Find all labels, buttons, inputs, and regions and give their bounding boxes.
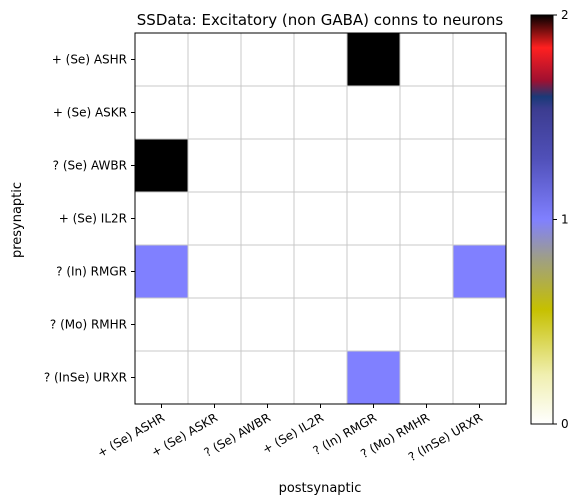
x-axis: + (Se) ASHR+ (Se) ASKR? (Se) AWBR+ (Se) … [95,404,485,464]
heatmap-cell [453,33,506,86]
y-axis-label: presynaptic [10,182,25,258]
heatmap-cell [453,192,506,245]
heatmap-cell [294,192,347,245]
heatmap-cell [241,33,294,86]
y-tick-label: ? (Se) AWBR [53,159,127,173]
heatmap-cell [135,33,188,86]
heatmap-cell [294,245,347,298]
heatmap-cell [188,139,241,192]
heatmap-cell [294,139,347,192]
chart-title: SSData: Excitatory (non GABA) conns to n… [137,11,504,29]
colorbar-tick-label: 2 [561,8,569,22]
heatmap-cell [188,33,241,86]
heatmap-cell [241,139,294,192]
y-tick-label: + (Se) ASHR [52,53,127,67]
x-axis-label: postsynaptic [279,481,362,496]
heatmap-cell [453,351,506,404]
heatmap-cell [241,192,294,245]
y-tick-label: ? (InSe) URXR [44,371,127,385]
heatmap-cell [135,86,188,139]
heatmap-cell [188,86,241,139]
heatmap-cell [188,351,241,404]
heatmap-cell [188,245,241,298]
heatmap-cell [347,245,400,298]
heatmap-cell [347,33,400,86]
heatmap-cell [135,192,188,245]
heatmap-cell [188,192,241,245]
heatmap-cell [241,351,294,404]
heatmap-cell [400,33,453,86]
colorbar [530,14,554,425]
heatmap-cell [453,245,506,298]
heatmap-cell [241,245,294,298]
heatmap-cell [135,139,188,192]
heatmap-cell [294,298,347,351]
grid-lines [134,32,507,405]
y-tick-label: + (Se) ASKR [53,106,127,120]
heatmap-cell [294,86,347,139]
y-tick-label: ? (Mo) RMHR [50,318,127,332]
y-tick-label: + (Se) IL2R [59,212,127,226]
heatmap-cell [135,245,188,298]
heatmap-cell [188,298,241,351]
heatmap-cell [400,86,453,139]
heatmap-cell [453,139,506,192]
heatmap-cell [294,33,347,86]
y-tick-label: ? (In) RMGR [56,265,127,279]
heatmap-cell [347,351,400,404]
heatmap-cell [347,298,400,351]
heatmap-cell [400,192,453,245]
heatmap-cell [135,298,188,351]
heatmap-cells [135,33,506,404]
heatmap-cell [400,351,453,404]
heatmap-cell [453,86,506,139]
heatmap-cell [135,351,188,404]
heatmap-cell [241,298,294,351]
colorbar-axis: 0 1 2 [553,8,569,431]
colorbar-tick-label: 1 [561,213,569,227]
heatmap-cell [241,86,294,139]
heatmap-cell [347,192,400,245]
colorbar-tick-label: 0 [561,417,569,431]
heatmap-cell [400,245,453,298]
heatmap-cell [453,298,506,351]
heatmap-cell [400,298,453,351]
heatmap-cell [400,139,453,192]
y-axis: + (Se) ASHR + (Se) ASKR ? (Se) AWBR + (Se) … [44,53,135,385]
heatmap-cell [294,351,347,404]
heatmap-cell [347,86,400,139]
heatmap-cell [347,139,400,192]
